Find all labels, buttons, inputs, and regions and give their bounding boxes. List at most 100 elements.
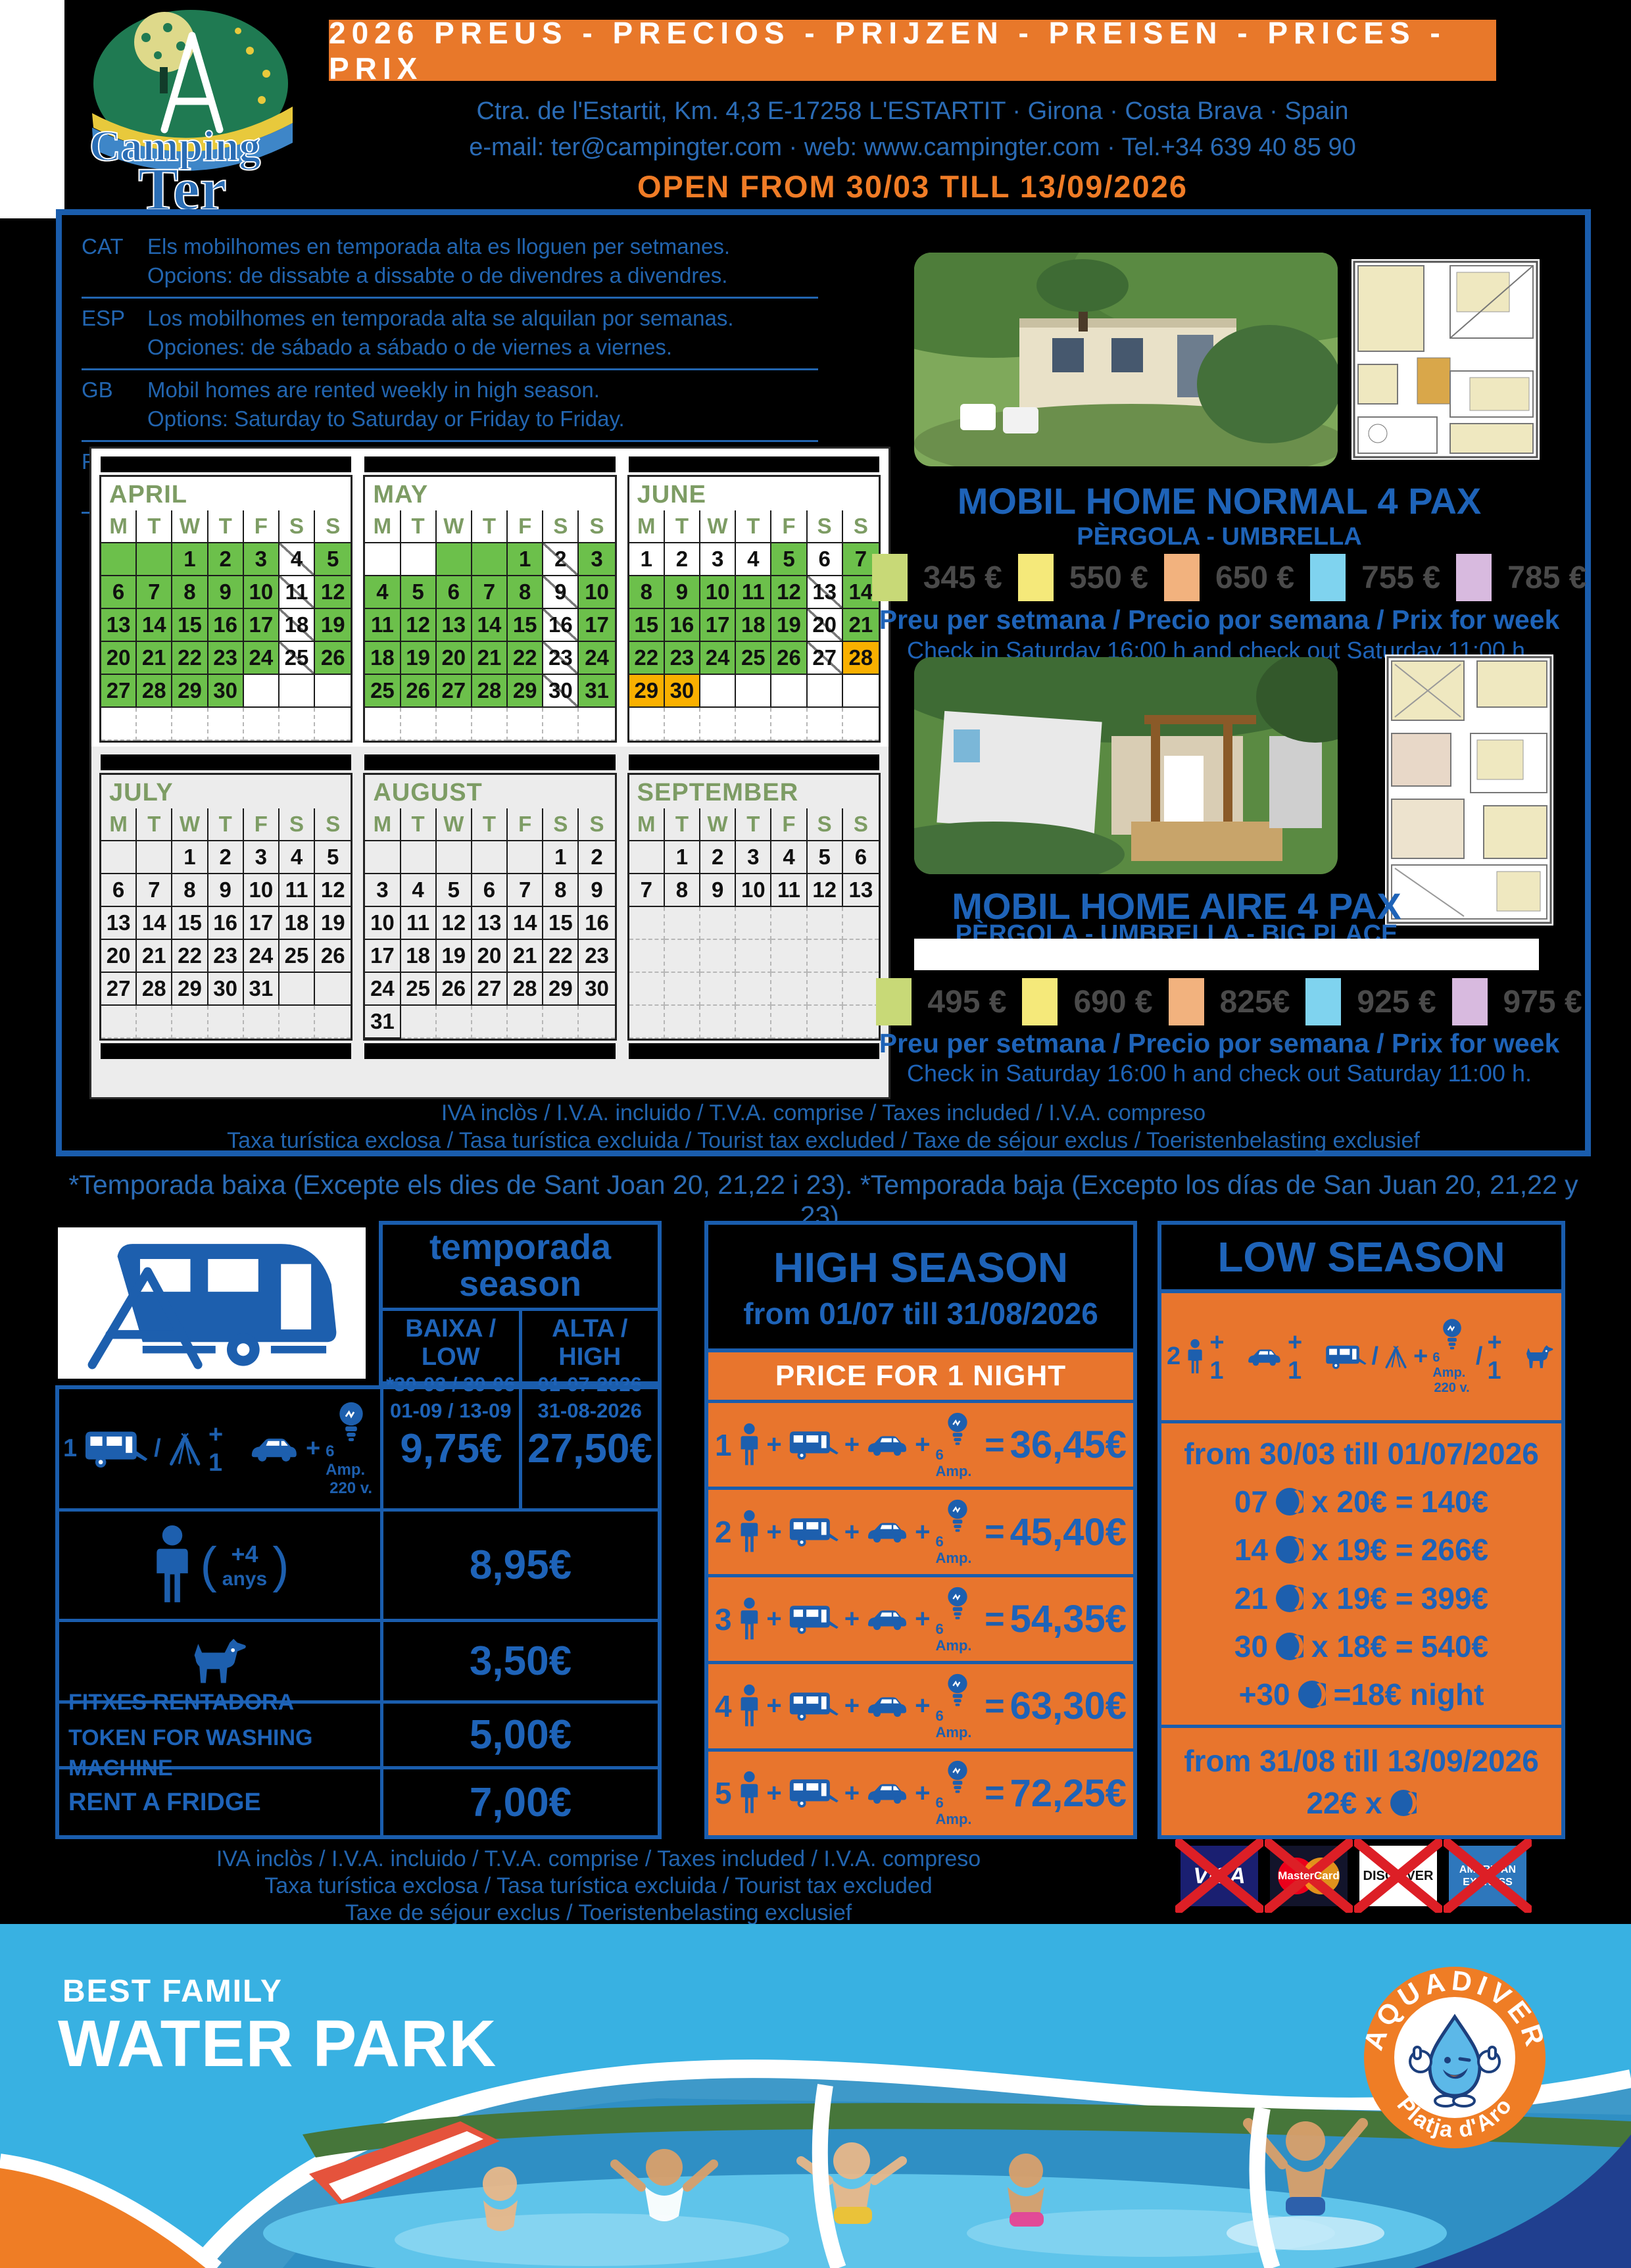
water-drop-mascot-icon (1409, 2013, 1501, 2108)
moon-icon (1390, 1790, 1417, 1816)
low-plus: + (1413, 1343, 1428, 1370)
day-header-cell: S (279, 510, 316, 543)
day-cell: 28 (137, 973, 173, 1006)
mobilhome-normal-title: MOBIL HOME NORMAL 4 PAX (957, 480, 1482, 522)
day-cell: 30 (579, 973, 615, 1006)
season-exception-note: *Temporada baixa (Excepte els dies de Sa… (68, 1170, 1578, 1231)
day-cell (243, 708, 280, 741)
day-cell: 25 (279, 642, 316, 675)
calendar-black-bar (364, 456, 616, 472)
day-cell (436, 1006, 472, 1039)
day-header-cell: T (472, 808, 508, 841)
day-cell (508, 841, 544, 874)
language-line1: Els mobilhomes en temporada alta es llog… (147, 234, 730, 259)
calendar-month-card: MAY M T W T F S S 1 2 3 4 5 6 7 8 9 10 11 12 13 14 15 16 17 18 19 2… (363, 475, 617, 743)
row-washer: FITXES RENTADORA TOKEN FOR WASHING MACHI… (59, 1690, 658, 1781)
low-date1: *30-03 / 30-06 (386, 1373, 516, 1396)
day-cell: 16 (543, 609, 579, 642)
high-date1: 01-07-2026 (537, 1373, 643, 1396)
day-cell (315, 708, 351, 741)
moon-icon (1276, 1536, 1303, 1564)
day-cell: 20 (436, 642, 472, 675)
day-header-cell: T (137, 808, 173, 841)
plus-sep: + (766, 1430, 782, 1460)
tax-note-line2: Taxa turística exclosa / Tasa turística … (227, 1128, 1420, 1153)
day-cell: 9 (579, 874, 615, 907)
bulb-icon (946, 1672, 969, 1708)
plus-sep: + (766, 1691, 782, 1721)
mobilhome-aire-checkin-line: Check in Saturday 16:00 h and check out … (907, 1060, 1532, 1087)
calendar-month: AUGUST M T W T F S S 1 2 3 4 5 6 7 8 9 10 11 12 13 14 15 16 17 18… (363, 752, 617, 1095)
day-cell (401, 841, 437, 874)
day-cell (101, 708, 137, 741)
credit-cards-row: VISA MasterCard DISCVERAMERICAN EXPRESS (1175, 1839, 1532, 1913)
crossed-out-icon (1444, 1839, 1532, 1913)
legend-swatch (1456, 554, 1492, 601)
day-cell: 9 (543, 576, 579, 609)
high-season-row: 5 + + +6 Amp. = 72,25€ (708, 1748, 1133, 1835)
age-plus4: +4 (231, 1540, 258, 1567)
language-line2: Options: Saturday to Saturday or Friday … (147, 407, 625, 431)
day-cell (771, 940, 808, 973)
day-cell: 31 (243, 973, 280, 1006)
night-price: 45,40€ (1010, 1510, 1127, 1554)
day-header-cell: F (243, 510, 280, 543)
day-cell (771, 907, 808, 940)
day-cell (807, 675, 843, 708)
day-cell (101, 1006, 137, 1039)
day-cell: 4 (401, 874, 437, 907)
day-header-cell: W (436, 510, 472, 543)
day-cell: 16 (208, 609, 244, 642)
equals-sign: = (985, 1425, 1005, 1464)
day-cell: 27 (472, 973, 508, 1006)
calendar-bottom-row: JULY M T W T F S S 1 2 3 4 5 6 7 8 9 10 11 12 13 14 15 16 17 18 19… (91, 747, 889, 1097)
day-cell: 13 (436, 609, 472, 642)
day-cell (807, 940, 843, 973)
language-row: CAT Els mobilhomes en temporada alta es l… (82, 227, 818, 299)
caravan-awning-icon (87, 1244, 337, 1369)
mobilhome-normal-subtitle: PÈRGOLA - UMBRELLA (1077, 523, 1362, 551)
best-family-text: BEST FAMILY (62, 1974, 283, 2009)
car-icon (865, 1606, 910, 1633)
day-cell: 29 (508, 675, 544, 708)
plus-sep: + (844, 1430, 860, 1460)
plus-sep: + (915, 1517, 931, 1546)
card-amex: AMERICAN EXPRESS (1444, 1839, 1532, 1913)
day-cell (629, 841, 665, 874)
calc-text: =18€ night (1333, 1677, 1484, 1712)
day-cell: 18 (279, 609, 316, 642)
day-cell: 16 (208, 907, 244, 940)
day-header-cell: S (315, 510, 351, 543)
calendar-month-title: AUGUST (373, 779, 483, 806)
nights-count: 14 (1234, 1533, 1269, 1567)
day-cell: 19 (401, 642, 437, 675)
day-cell: 19 (771, 609, 808, 642)
day-cell: 28 (842, 642, 879, 675)
day-cell: 21 (137, 642, 173, 675)
bulb-icon (1441, 1318, 1463, 1350)
day-cell (365, 543, 401, 576)
day-cell (401, 1006, 437, 1039)
day-cell (700, 708, 737, 741)
day-cell: 4 (365, 576, 401, 609)
day-cell (664, 1006, 701, 1039)
car-icon (865, 1432, 910, 1458)
equals-sign: = (985, 1600, 1005, 1639)
equals-sign: = (985, 1687, 1005, 1725)
crossed-out-icon (1354, 1839, 1442, 1913)
legend-swatch (1022, 978, 1058, 1025)
day-cell: 9 (208, 874, 244, 907)
crossed-out-icon (1175, 1839, 1263, 1913)
day-cell: 1 (172, 841, 208, 874)
bulb-icon (946, 1498, 969, 1533)
day-cell (700, 907, 737, 940)
day-header-cell: S (842, 510, 879, 543)
day-cell: 17 (243, 907, 280, 940)
total-price: 140€ (1421, 1485, 1489, 1519)
car-icon (865, 1693, 910, 1719)
day-cell: 2 (208, 841, 244, 874)
contact-line: e-mail: ter@campingter.com · web: www.ca… (469, 134, 1356, 161)
bulb-icon (946, 1411, 969, 1446)
calendar-month-title: SEPTEMBER (637, 779, 799, 806)
day-cell: 13 (101, 609, 137, 642)
